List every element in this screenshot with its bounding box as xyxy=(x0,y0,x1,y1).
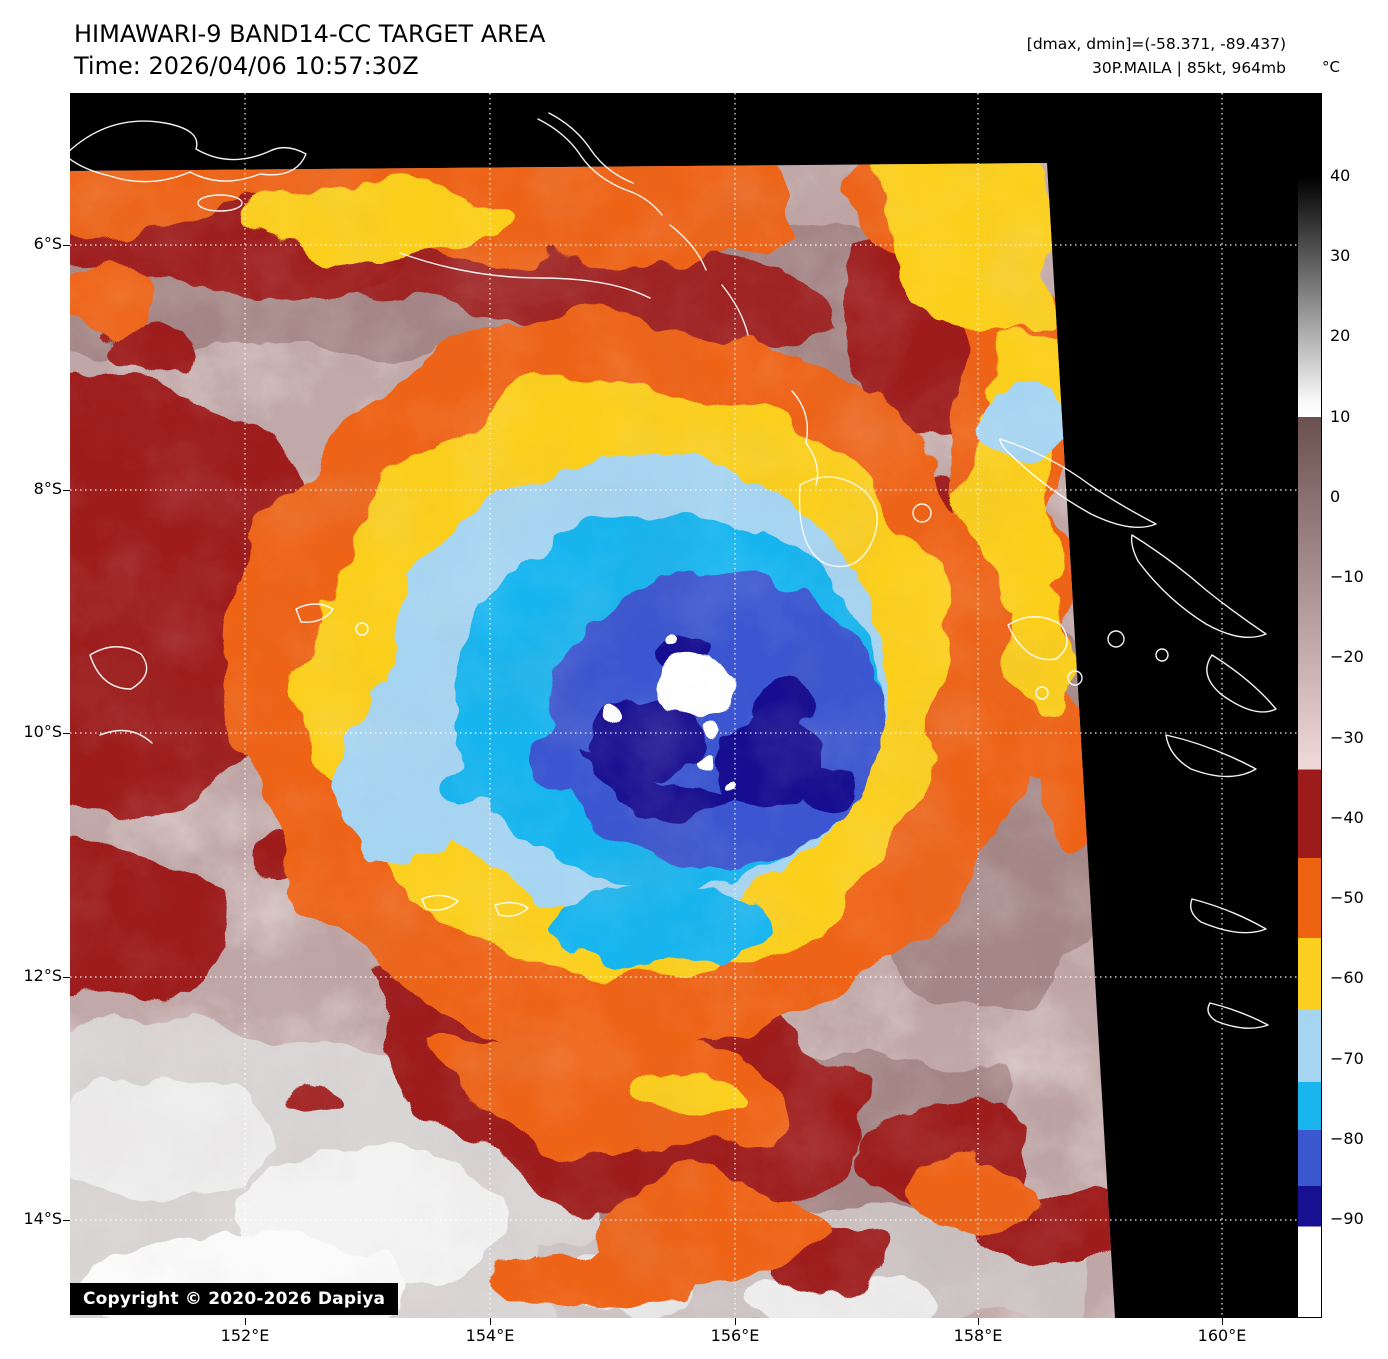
y-axis-tick xyxy=(63,245,70,246)
colorbar-gradient xyxy=(1297,93,1322,1318)
x-axis-tick xyxy=(1222,1318,1223,1325)
colorbar-tick: −90 xyxy=(1330,1209,1364,1228)
timestamp: Time: 2026/04/06 10:57:30Z xyxy=(74,52,419,80)
page-title: HIMAWARI-9 BAND14-CC TARGET AREA xyxy=(74,20,546,48)
colorbar-tick: 30 xyxy=(1330,246,1351,265)
colorbar-tick: −20 xyxy=(1330,647,1364,666)
lon-label: 154°E xyxy=(465,1326,515,1345)
y-axis-tick xyxy=(63,733,70,734)
x-axis-tick xyxy=(978,1318,979,1325)
lat-label: 6°S xyxy=(33,234,62,253)
y-axis-tick xyxy=(63,490,70,491)
colorbar-tick: −30 xyxy=(1330,728,1364,747)
lat-label: 12°S xyxy=(23,966,62,985)
colorbar-unit-label: °C xyxy=(1322,58,1340,76)
cloud-imagery-layer xyxy=(70,163,1115,1318)
lat-label: 8°S xyxy=(33,479,62,498)
lon-label: 158°E xyxy=(953,1326,1003,1345)
x-axis-tick xyxy=(490,1318,491,1325)
x-axis-tick xyxy=(245,1318,246,1325)
header-left: HIMAWARI-9 BAND14-CC TARGET AREA Time: 2… xyxy=(74,18,545,82)
satellite-map xyxy=(64,93,1300,1318)
lon-label: 156°E xyxy=(710,1326,760,1345)
colorbar-tick: 20 xyxy=(1330,326,1351,345)
x-axis-tick xyxy=(735,1318,736,1325)
satellite-imagery xyxy=(64,93,1300,1318)
grid-layer xyxy=(70,93,1300,1318)
colorbar-tick: 40 xyxy=(1330,166,1351,185)
colorbar-tick: −80 xyxy=(1330,1129,1364,1148)
coastlines-layer xyxy=(64,112,1277,1029)
colorbar-tick: 10 xyxy=(1330,407,1351,426)
colorbar-tick: −50 xyxy=(1330,888,1364,907)
colorbar-tick: −60 xyxy=(1330,968,1364,987)
lat-label: 14°S xyxy=(23,1209,62,1228)
dmax-dmin-readout: [dmax, dmin]=(-58.371, -89.437) xyxy=(1026,35,1286,53)
copyright-badge: Copyright © 2020-2026 Dapiya xyxy=(70,1283,399,1315)
y-axis-tick xyxy=(63,1220,70,1221)
colorbar-tick: −10 xyxy=(1330,567,1364,586)
lat-label: 10°S xyxy=(23,722,62,741)
y-axis-tick xyxy=(63,977,70,978)
lon-label: 152°E xyxy=(220,1326,270,1345)
storm-info: 30P.MAILA | 85kt, 964mb xyxy=(1092,59,1286,77)
lon-label: 160°E xyxy=(1197,1326,1247,1345)
colorbar-tick: −40 xyxy=(1330,808,1364,827)
header-right: [dmax, dmin]=(-58.371, -89.437) 30P.MAIL… xyxy=(1027,32,1286,80)
colorbar-tick: 0 xyxy=(1330,487,1341,506)
colorbar-tick: −70 xyxy=(1330,1049,1364,1068)
